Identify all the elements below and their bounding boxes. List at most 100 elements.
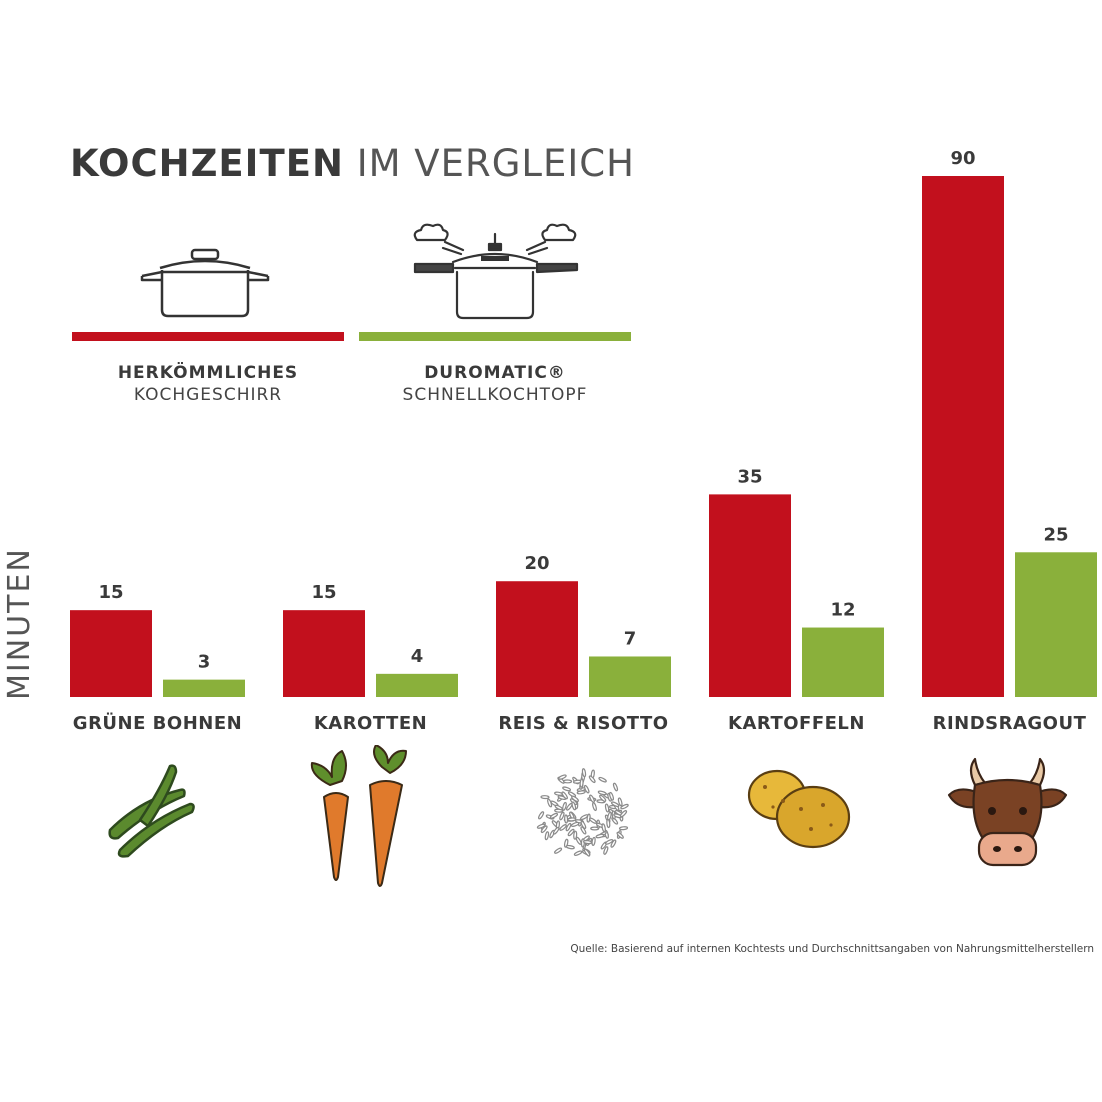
bar-duromatic <box>163 679 245 697</box>
rice-icon <box>536 768 629 857</box>
rice-grain <box>549 812 559 819</box>
bar-duromatic <box>802 627 884 697</box>
rice-grain <box>559 811 565 821</box>
legend-label-line2: KOCHGESCHIRR <box>133 385 283 405</box>
rice-grain <box>597 790 607 796</box>
rice-grain <box>566 802 573 811</box>
rice-grain <box>567 791 577 798</box>
rice-grain <box>583 848 591 857</box>
rice-grain <box>571 795 579 803</box>
rice-grain <box>561 791 568 800</box>
rice-grain <box>579 778 584 788</box>
rice-grain <box>583 784 590 794</box>
legend-label-line2: SCHNELLKOCHTOPF <box>402 385 588 405</box>
rice-grain <box>610 801 620 808</box>
rice-grain <box>580 814 589 820</box>
rice-grain <box>603 846 609 855</box>
rice-grain <box>592 802 597 812</box>
data-label: 25 <box>1043 524 1068 545</box>
data-label: 7 <box>624 628 637 649</box>
rice-grain <box>538 811 545 820</box>
rice-grain <box>580 826 587 835</box>
rice-grain <box>606 818 611 829</box>
rice-grain <box>610 839 617 848</box>
rice-grain <box>554 847 563 854</box>
rice-grain <box>567 817 577 822</box>
bar-duromatic <box>1015 552 1097 697</box>
rice-grain <box>598 776 607 783</box>
rice-grain <box>540 795 550 800</box>
rice-grain <box>564 814 569 824</box>
data-label: 3 <box>198 652 211 673</box>
rice-grain <box>558 774 567 780</box>
page-title: KOCHZEITEN IM VERGLEICH <box>70 142 635 185</box>
rice-grain <box>604 803 610 813</box>
rice-grain <box>588 775 596 783</box>
carrots-icon <box>310 745 407 887</box>
bar-duromatic <box>376 673 458 697</box>
rice-grain <box>604 839 614 845</box>
category-label: KARTOFFELN <box>728 713 865 734</box>
legend-label-line1: DUROMATIC® <box>424 363 566 383</box>
rice-grain <box>619 810 628 818</box>
pot-icon <box>140 248 270 318</box>
rice-grain <box>599 794 607 802</box>
rice-grain <box>563 779 573 784</box>
rice-grain <box>581 768 587 778</box>
green-beans-icon <box>108 764 195 858</box>
legend-swatch-red <box>72 332 344 341</box>
rice-grain <box>567 828 575 837</box>
rice-grain <box>620 803 629 810</box>
title-bold: KOCHZEITEN <box>70 142 344 185</box>
rice-grain <box>565 822 572 832</box>
data-label: 90 <box>950 148 975 169</box>
legend-item-conventional: HERKÖMMLICHES KOCHGESCHIRR <box>72 220 344 405</box>
rice-grain <box>552 826 560 835</box>
bar-conventional <box>70 610 152 697</box>
source-note: Quelle: Basierend auf internen Kochtests… <box>570 943 1094 955</box>
data-label: 12 <box>830 600 855 621</box>
rice-grain <box>573 850 583 856</box>
category-label: RINDSRAGOUT <box>933 713 1087 734</box>
rice-grain <box>601 823 606 833</box>
pressure-cooker-icon <box>413 223 579 320</box>
potatoes-icon <box>747 769 851 849</box>
data-label: 15 <box>311 582 336 603</box>
rice-grain <box>571 801 577 811</box>
bar-conventional <box>922 176 1004 697</box>
bar-conventional <box>283 610 365 697</box>
rice-grain <box>562 786 572 792</box>
rice-grain <box>612 782 619 792</box>
rice-grain <box>589 794 595 803</box>
rice-grain <box>595 833 605 839</box>
rice-grain <box>573 830 578 840</box>
legend-swatch-green <box>359 332 631 341</box>
rice-grain <box>540 825 548 833</box>
bar-duromatic <box>589 656 671 697</box>
bar-chart: 15 3 GRÜNE BOHNEN 15 4 KAROTTEN 20 7 REIS & RISO… <box>70 148 1097 734</box>
data-label: 20 <box>524 553 549 574</box>
rice-grain <box>580 820 587 830</box>
rice-grain <box>554 808 564 813</box>
rice-grain <box>536 823 546 829</box>
bar-conventional <box>496 581 578 697</box>
rice-grain <box>618 826 629 831</box>
legend-item-duromatic: DUROMATIC® SCHNELLKOCHTOPF <box>359 220 631 405</box>
rice-grain <box>583 840 593 845</box>
rice-grain <box>616 831 624 839</box>
rice-grain <box>609 791 614 801</box>
title-light: IM VERGLEICH <box>356 142 635 185</box>
rice-grain <box>591 836 596 846</box>
rice-grain <box>559 824 567 831</box>
data-label: 4 <box>411 646 424 667</box>
legend-label-line1: HERKÖMMLICHES <box>117 363 299 383</box>
rice-grain <box>617 797 623 807</box>
category-label: GRÜNE BOHNEN <box>73 712 242 734</box>
data-label: 15 <box>98 582 123 603</box>
rice-grain <box>544 831 550 841</box>
bar-conventional <box>709 494 791 697</box>
data-label: 35 <box>737 466 762 487</box>
category-label: KAROTTEN <box>314 713 427 734</box>
rice-grain <box>588 817 598 824</box>
rice-grain <box>547 798 553 808</box>
